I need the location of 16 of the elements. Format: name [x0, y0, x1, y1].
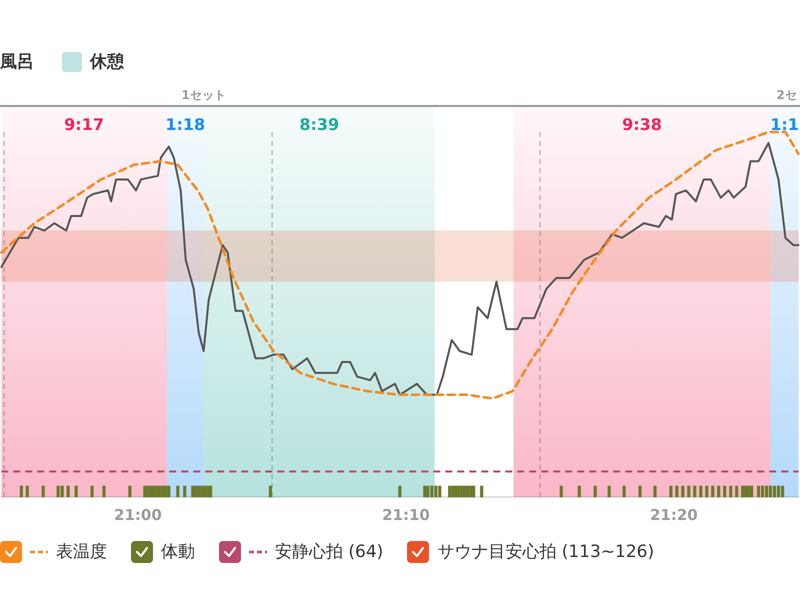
legend-label: 安静心拍 (64) — [275, 541, 384, 563]
x-tick-label: 21:00 — [114, 506, 162, 524]
legend-label: 体動 — [161, 541, 195, 563]
text: 休憩 — [90, 51, 124, 73]
band-label: 1:1 — [770, 115, 799, 134]
legend-label: サウナ目安心拍 (113~126) — [437, 541, 654, 563]
band-label: 9:38 — [622, 115, 662, 134]
band-label: 1:18 — [165, 115, 206, 134]
text: 風呂 — [0, 51, 34, 73]
x-tick-label: 21:10 — [382, 506, 430, 524]
band-label: 8:39 — [299, 115, 340, 134]
band-label: 9:17 — [64, 115, 104, 134]
legend-label: 表温度 — [56, 541, 107, 563]
x-tick-label: 21:20 — [650, 506, 698, 524]
text: 1セット — [182, 88, 226, 102]
text: 2セ — [776, 88, 797, 102]
